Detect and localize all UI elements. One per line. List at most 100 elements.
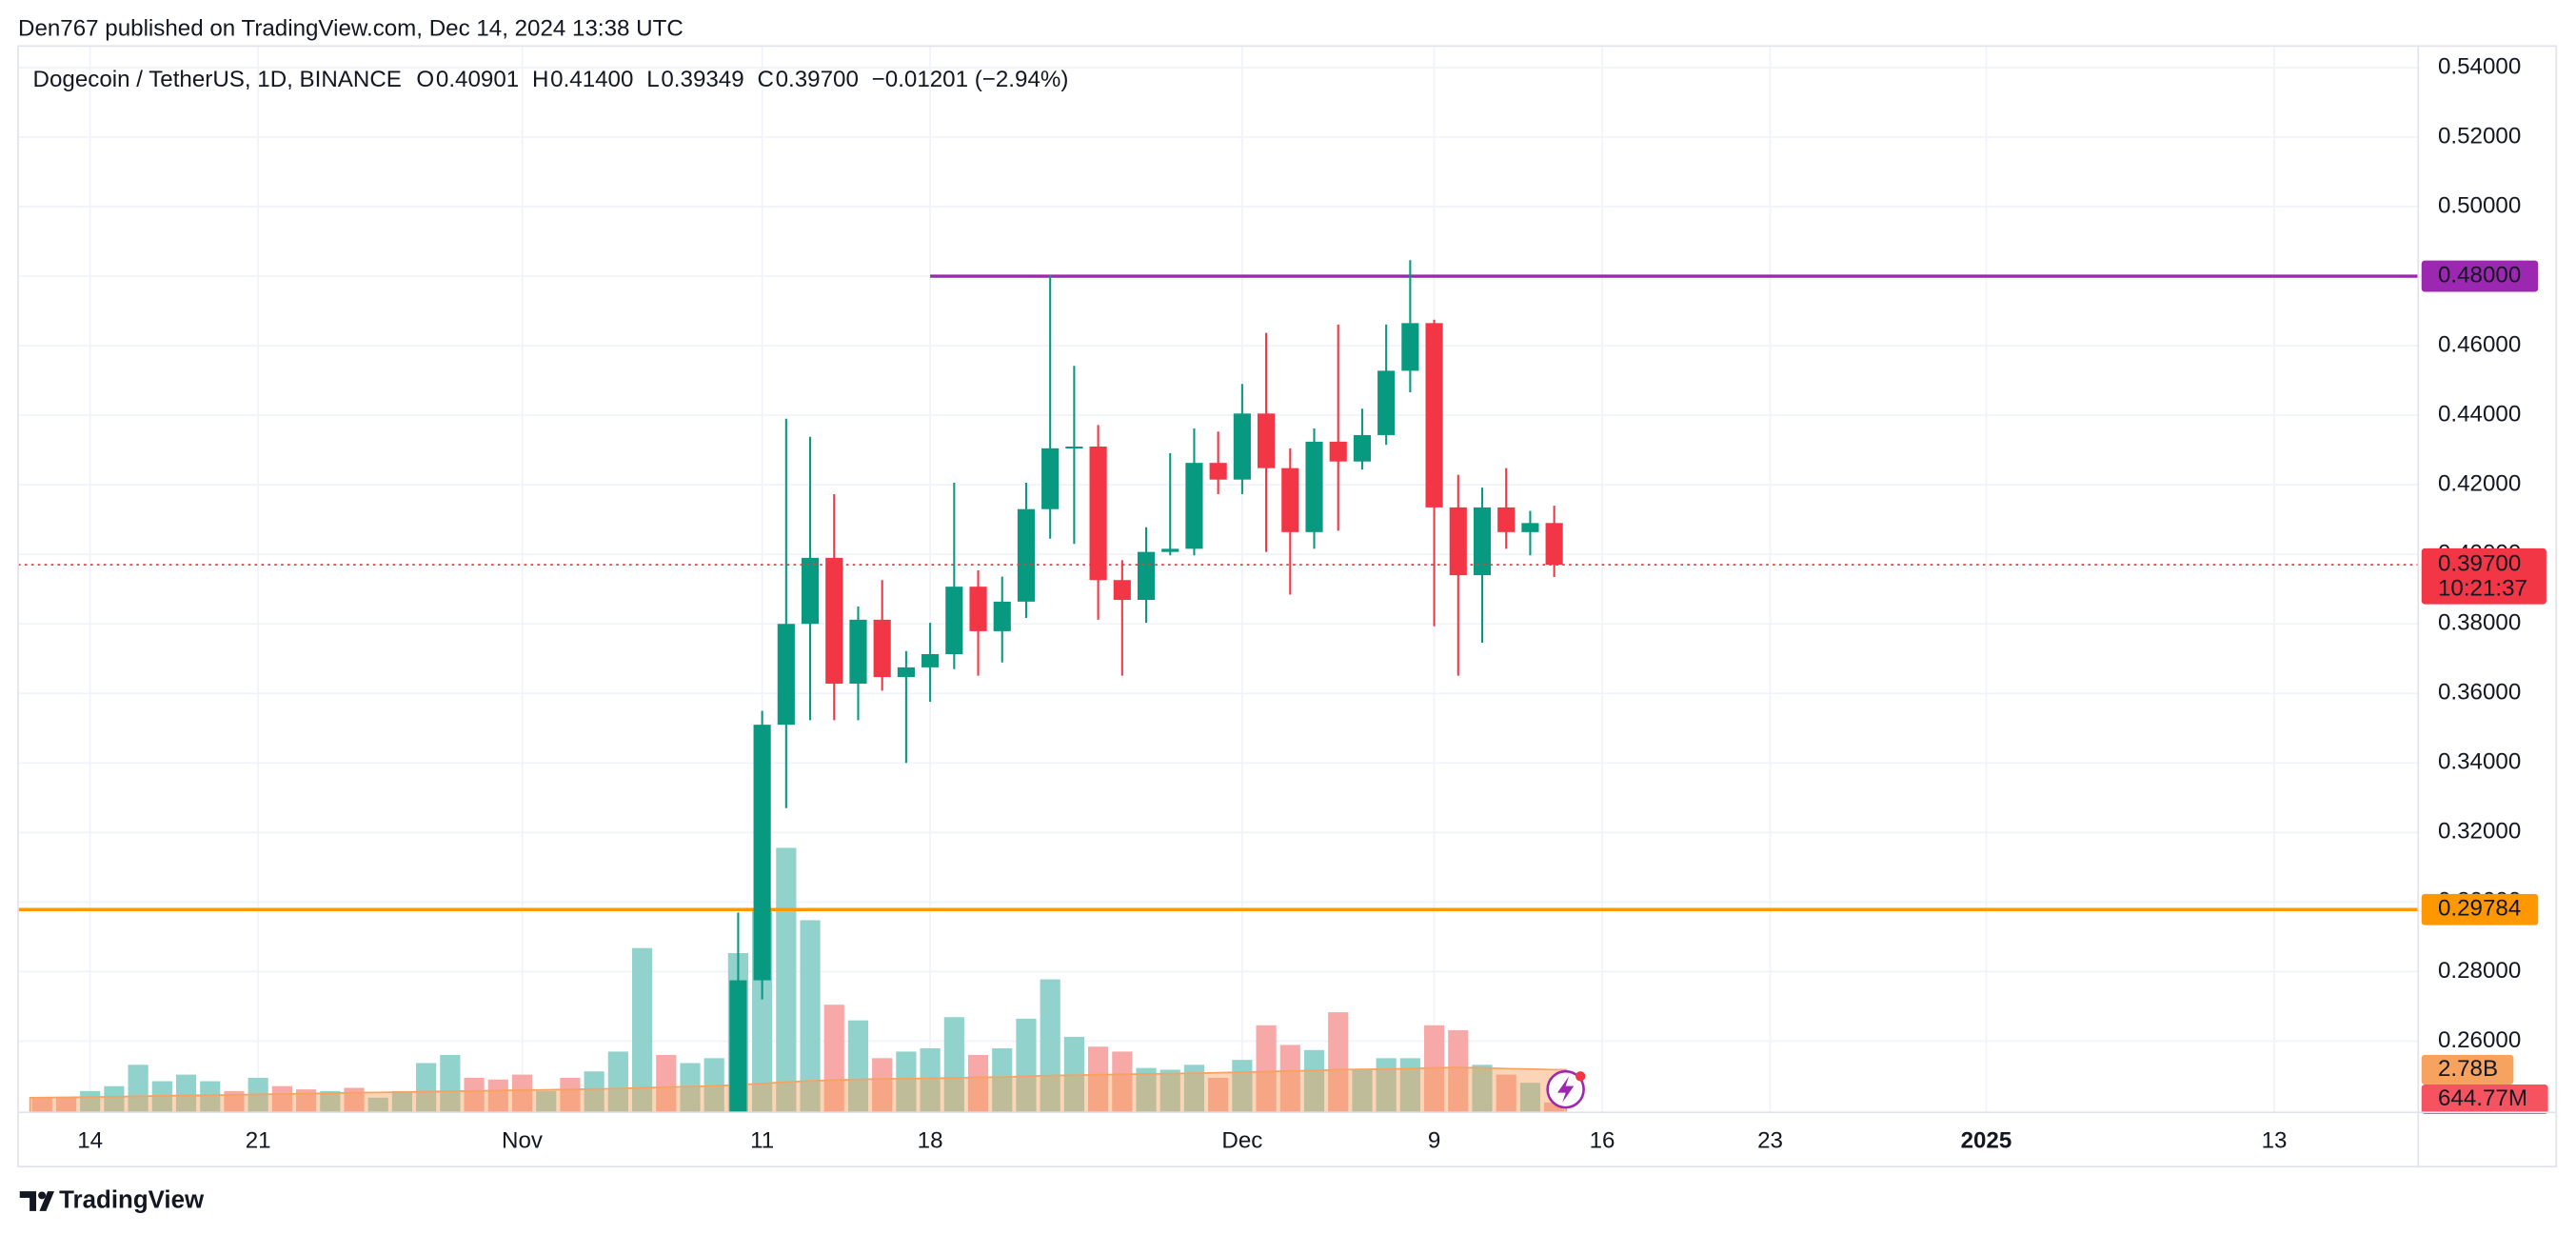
volume-bar: [560, 1077, 581, 1113]
candle-body: [1209, 463, 1227, 480]
volume-ma-area: [29, 1066, 1568, 1113]
volume-bar: [487, 1079, 508, 1113]
brand-text: TradingView: [59, 1186, 205, 1213]
volume-bar: [584, 1071, 604, 1113]
volume-bar: [823, 1005, 844, 1113]
candle-body: [1185, 463, 1203, 549]
publish-info: Den767 published on TradingView.com, Dec…: [18, 15, 684, 41]
candle-body: [897, 667, 915, 678]
y-tick-label: 0.28000: [2438, 958, 2521, 984]
volume-bar: [1136, 1067, 1157, 1113]
candle-body: [873, 619, 891, 678]
candle-body: [1449, 507, 1467, 576]
volume-label-box: [2421, 1084, 2548, 1115]
volume-bar: [536, 1090, 557, 1113]
volume-bar: [992, 1048, 1013, 1113]
volume-bar: [151, 1081, 172, 1113]
volume-ma-label: 2.78B: [2438, 1056, 2498, 1082]
candle-body: [1258, 413, 1276, 468]
volume-bar: [1496, 1074, 1516, 1113]
candle-body: [777, 624, 795, 726]
volume-bar: [967, 1054, 989, 1113]
volume-bar: [271, 1085, 292, 1113]
candle-body: [1377, 370, 1396, 435]
y-tick-label: 0.34000: [2438, 749, 2521, 775]
x-tick-label: 16: [1590, 1128, 1615, 1154]
volume-bar: [320, 1090, 341, 1113]
candle-body: [1473, 507, 1492, 576]
volume-bar: [104, 1085, 125, 1113]
volume-bar: [943, 1017, 964, 1113]
volume-bar: [1423, 1025, 1445, 1113]
volume-ma-label-box: [2421, 1054, 2514, 1085]
legend-open: 0.40901: [436, 67, 519, 92]
volume-bar: [1472, 1065, 1493, 1113]
candle-body: [1065, 446, 1083, 449]
volume-bar: [1399, 1058, 1420, 1113]
y-tick-label: 0.26000: [2438, 1027, 2521, 1053]
candle-body: [1521, 523, 1539, 532]
candle-body: [753, 725, 771, 981]
volume-bar: [1279, 1045, 1300, 1113]
price-label: 0.39700: [2438, 551, 2521, 577]
volume-bar: [1016, 1018, 1037, 1113]
legend: Dogecoin / TetherUS, 1D, BINANCE O 0.40901…: [33, 67, 1069, 92]
volume-bar: [200, 1081, 221, 1113]
volume-bar: [1352, 1069, 1373, 1113]
volume-bar: [464, 1077, 485, 1113]
y-tick-label: 0.54000: [2438, 53, 2521, 79]
y-tick-label: 0.32000: [2438, 819, 2521, 845]
volume-bar: [872, 1058, 893, 1113]
volume-bar: [55, 1097, 77, 1113]
alert-icon[interactable]: [1546, 1069, 1586, 1109]
candle-body: [1041, 448, 1060, 509]
x-tick-label: 13: [2262, 1128, 2288, 1154]
volume-label: 644.77M: [2438, 1085, 2527, 1111]
candle-body: [1113, 580, 1131, 601]
line-label: 0.29784: [2438, 896, 2521, 922]
volume-bar: [295, 1089, 317, 1113]
candle-body: [1329, 441, 1347, 462]
y-tick-label: 0.52000: [2438, 123, 2521, 149]
volume-bar: [1208, 1077, 1229, 1113]
countdown: 10:21:37: [2438, 575, 2527, 601]
axes: 0.260000.280000.300000.320000.340000.360…: [77, 53, 2548, 1154]
candle-body: [1545, 523, 1563, 566]
volume-bar: [416, 1063, 437, 1113]
price-layer: [18, 260, 2419, 1113]
volume-bar: [391, 1090, 413, 1113]
volume-bar: [800, 920, 821, 1113]
volume-bar: [896, 1051, 917, 1113]
volume-bar: [656, 1054, 677, 1113]
frame: [17, 45, 2558, 1168]
x-tick-label: Dec: [1221, 1128, 1262, 1154]
volume-bar: [631, 947, 653, 1113]
volume-bar: [1040, 979, 1060, 1113]
volume-bar: [1183, 1065, 1205, 1113]
brand-logo[interactable]: TradingView: [19, 1186, 205, 1213]
candle-body: [1425, 323, 1443, 508]
volume-bar: [680, 1063, 701, 1113]
line-label-box: [2421, 260, 2539, 292]
legend-symbol: Dogecoin / TetherUS, 1D, BINANCE: [33, 67, 402, 92]
legend-low: 0.39349: [661, 67, 743, 92]
legend-l: L: [646, 67, 659, 92]
volume-bar: [920, 1048, 941, 1113]
legend-o: O: [416, 67, 434, 92]
line-label-box: [2421, 893, 2539, 926]
candle-body: [1497, 507, 1516, 532]
volume-bar: [440, 1054, 461, 1113]
volume-bar: [367, 1097, 388, 1113]
candle-body: [1089, 446, 1107, 581]
candle-body: [849, 619, 867, 685]
candle-body: [1017, 508, 1036, 602]
volume-layer: [29, 847, 1568, 1113]
candle-body: [1233, 413, 1251, 480]
y-tick-label: 0.36000: [2438, 680, 2521, 706]
x-tick-label: 2025: [1961, 1128, 2012, 1154]
volume-bar: [1256, 1025, 1277, 1113]
legend-change: −0.01201 (−2.94%): [872, 67, 1069, 92]
legend-c: C: [757, 67, 773, 92]
volume-bar: [1159, 1069, 1180, 1113]
x-tick-label: 11: [750, 1128, 774, 1154]
